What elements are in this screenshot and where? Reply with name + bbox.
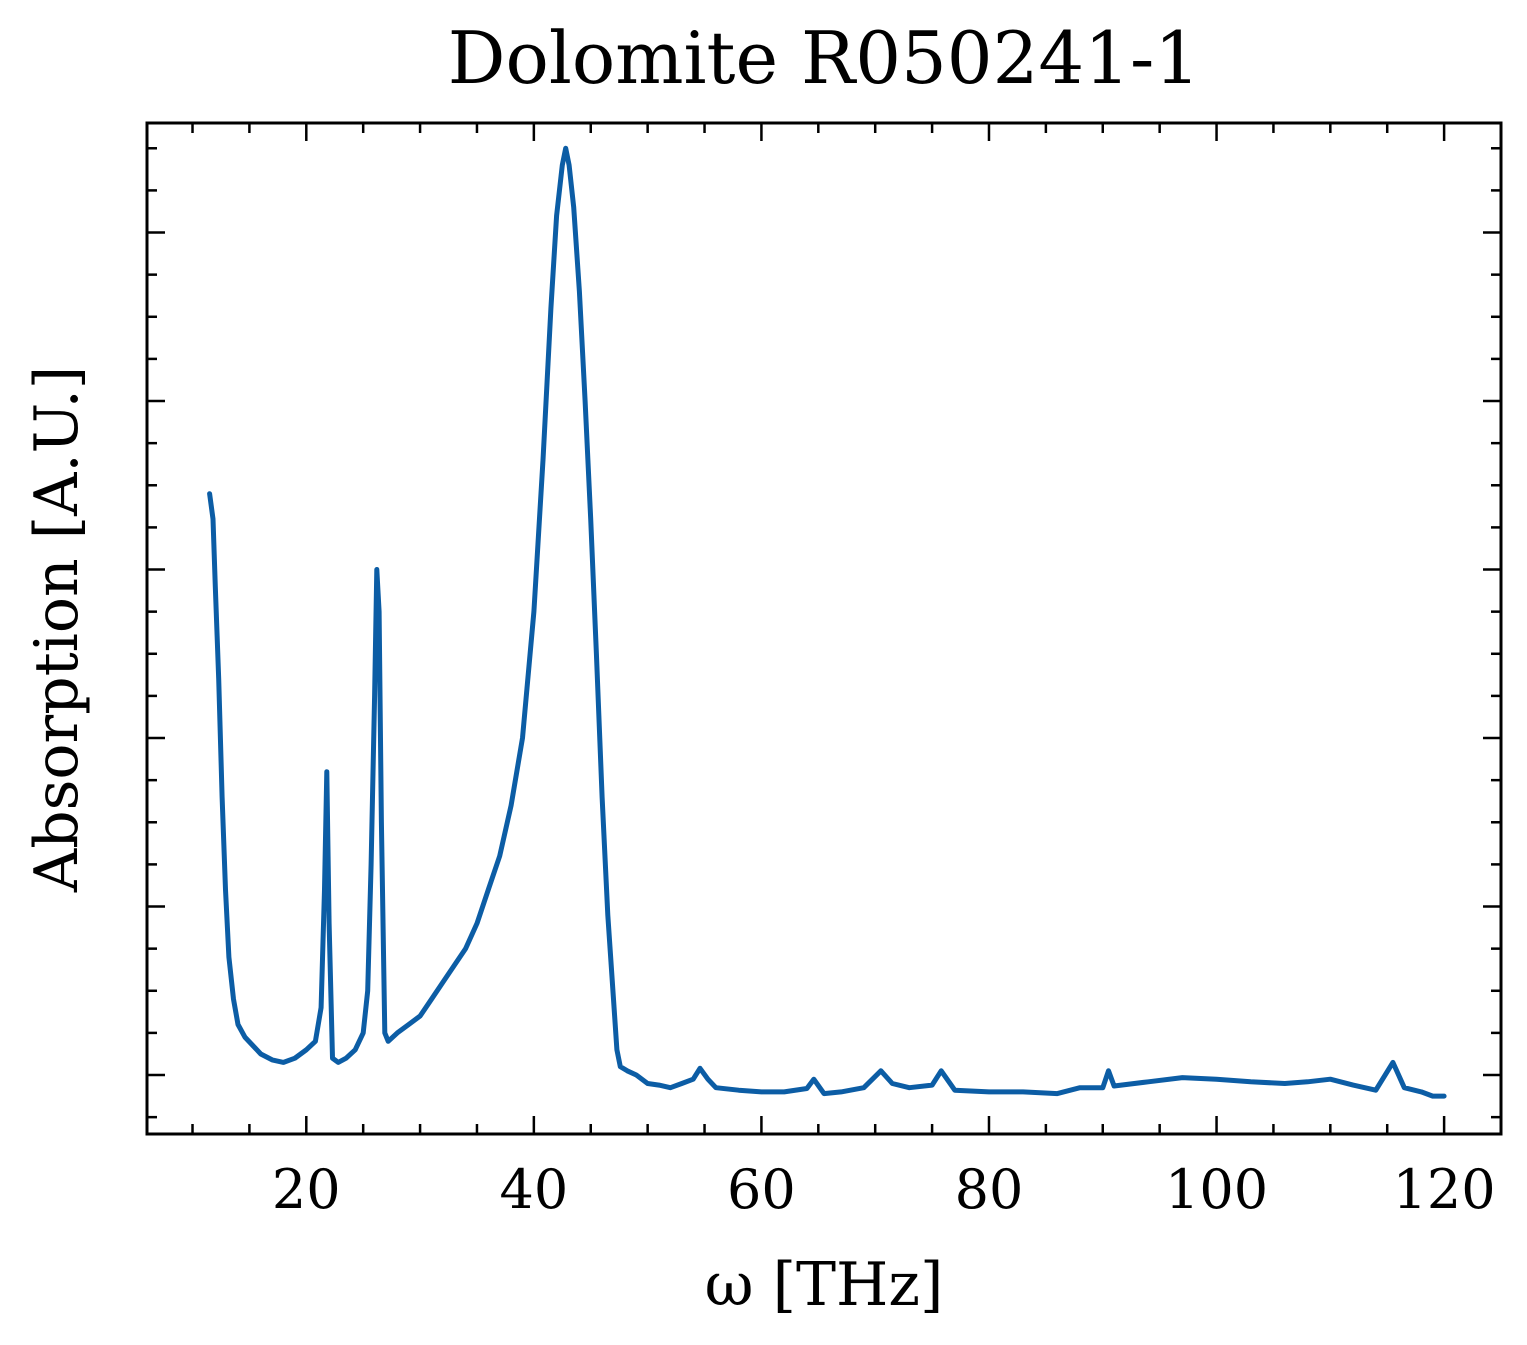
x-tick-label: 80 [955,1158,1024,1221]
x-tick-labels: 20 40 60 80 100 120 [272,1158,1496,1221]
series-line [207,145,1447,1099]
x-tick-label: 40 [499,1158,568,1221]
x-tick-label: 120 [1393,1158,1496,1221]
chart-title: Dolomite R050241-1 [448,16,1200,100]
y-axis-label: Absorption [A.U.] [22,366,92,893]
plot-frame [145,121,1503,1136]
x-minor-ticks [191,123,1503,1134]
x-major-ticks [305,123,1446,1134]
y-minor-ticks [147,147,1501,1119]
x-tick-label: 100 [1165,1158,1268,1221]
x-tick-label: 20 [272,1158,341,1221]
x-axis-label: ω [THz] [705,1250,944,1320]
x-tick-label: 60 [727,1158,796,1221]
y-major-ticks [147,231,1501,1077]
